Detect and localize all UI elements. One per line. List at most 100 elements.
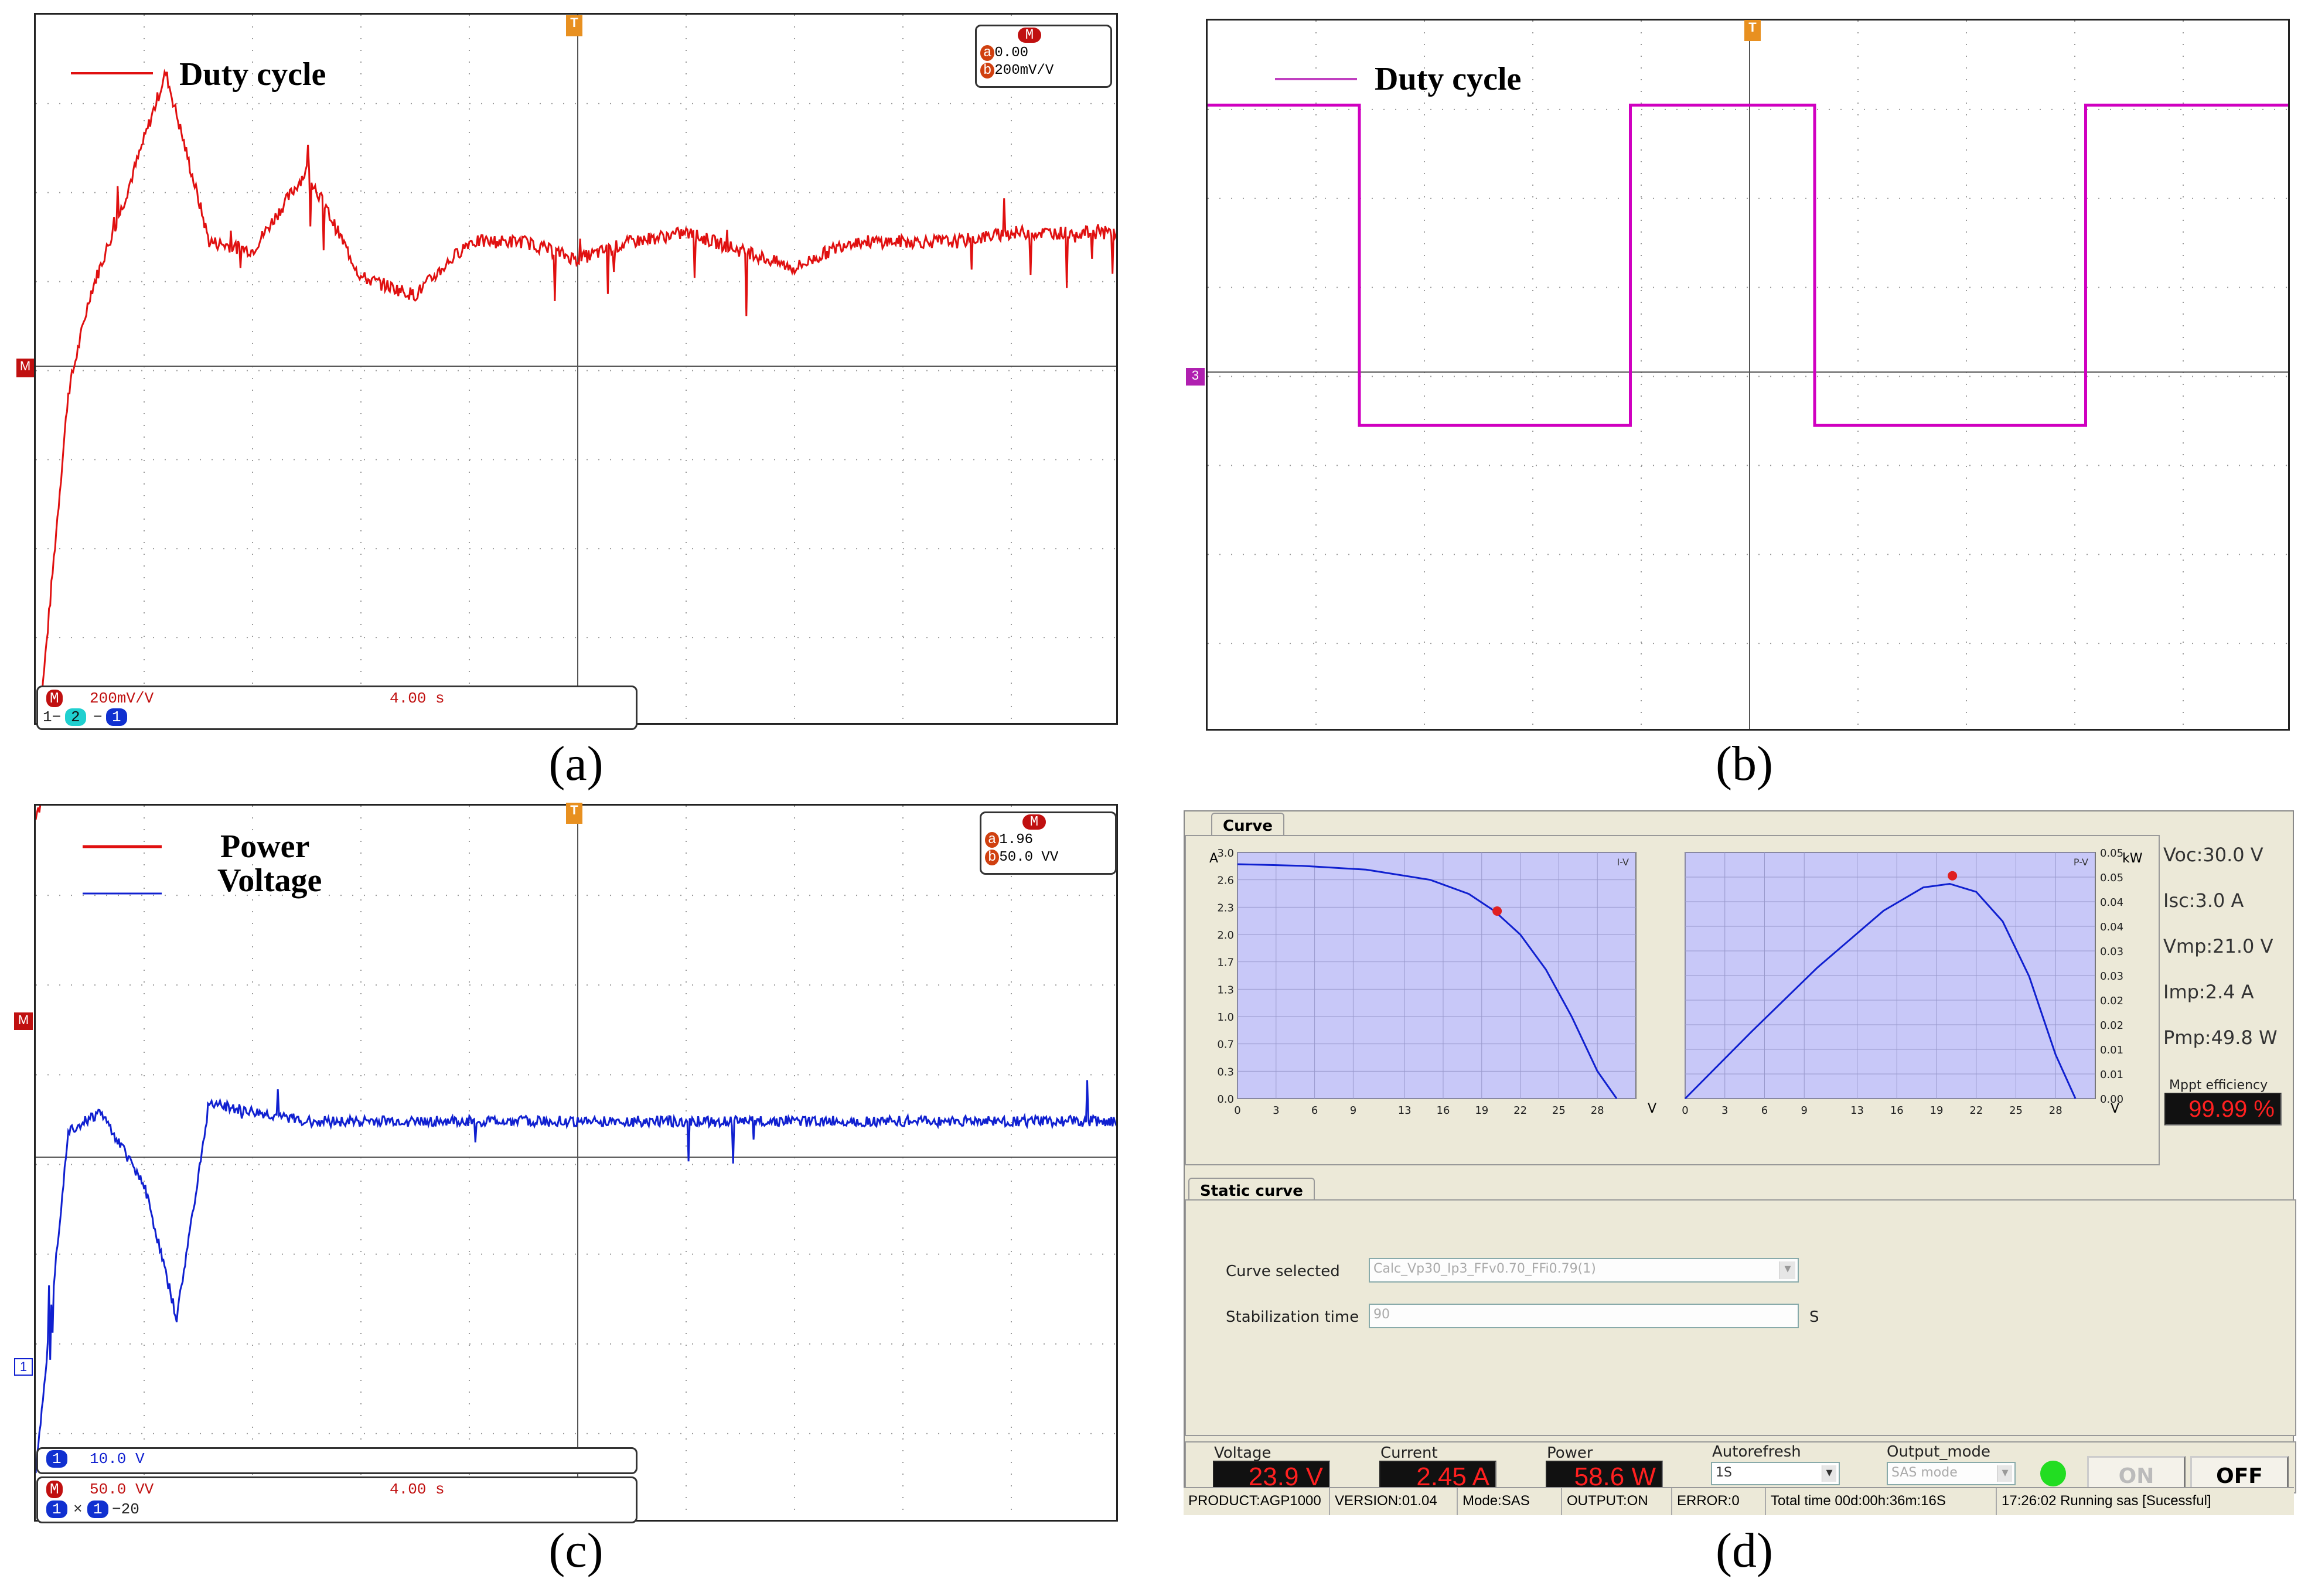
mpp-point — [1492, 906, 1502, 916]
iv-chart: 3.0 2.6 2.3 2.0 1.7 1.3 1.0 0.7 0.3 0.00 3 6 9 13 16 19… — [1217, 847, 1637, 1117]
scope-b: Duty cycle — [1206, 19, 2290, 731]
scope-c-footer1-ch: 1 — [46, 1450, 67, 1468]
stabilization-time-input[interactable]: 90 — [1369, 1304, 1799, 1328]
curve-line — [1684, 882, 2077, 1100]
scope-c-footer-math: M 50.0 VV 4.00 s 1 × 1 −20 — [36, 1476, 637, 1523]
y-tick-label: 0.0 — [1217, 1093, 1234, 1106]
y-tick-label: 0.05 — [2100, 847, 2123, 860]
scope-a: Duty cycle — [34, 13, 1118, 725]
stabilization-time-unit: S — [1809, 1308, 1819, 1326]
caption-a: (a) — [548, 736, 604, 791]
scope-c-left-marker-1: 1 — [14, 1358, 33, 1376]
curve-selected-value: Calc_Vp30_Ip3_FFv0.70_FFi0.79(1) — [1373, 1261, 1596, 1276]
chevron-down-icon: ▾ — [1779, 1261, 1795, 1279]
pv-chart: 0.05 0.05 0.04 0.04 0.03 0.03 0.02 0.02 0.01 0.01… — [1682, 847, 2123, 1117]
y-tick-label: 0.01 — [2100, 1069, 2123, 1081]
spec-vmp: Vmp:21.0 V — [2163, 935, 2273, 957]
scope-a-footer-ch1: 1 — [106, 708, 127, 726]
mpp-point — [1948, 871, 1958, 881]
scope-b-grid — [1208, 21, 2288, 729]
plot-label: I-V — [1617, 857, 1629, 868]
scope-c-meas-b-value: 50.0 VV — [999, 850, 1059, 865]
scope-a-meas-m: M — [1018, 28, 1041, 43]
output-status-led-icon — [2040, 1461, 2066, 1486]
scope-a-plot: Duty cycle — [36, 15, 1116, 723]
y-tick-label: 0.01 — [2100, 1044, 2123, 1056]
autorefresh-dropdown[interactable]: 1S ▾ — [1711, 1462, 1840, 1485]
scope-a-trace — [39, 69, 1116, 723]
scope-a-meas-a-label: a — [980, 45, 995, 61]
scope-a-footer-ch2: 2 — [65, 708, 86, 726]
x-tick-label: 3 — [1273, 1104, 1279, 1117]
status-version: VERSION:01.04 — [1330, 1488, 1458, 1515]
scope-a-legend-label: Duty cycle — [179, 56, 326, 93]
scope-a-footer-dash: − — [93, 708, 103, 726]
output-mode-dropdown[interactable]: SAS mode ▾ — [1887, 1462, 2016, 1485]
tab-curve[interactable]: Curve — [1211, 813, 1284, 838]
x-tick-label: 0 — [1234, 1104, 1240, 1117]
scope-a-left-marker: M — [16, 359, 34, 377]
y-tick-label: 1.3 — [1217, 984, 1234, 996]
scope-c-footer2-time: 4.00 s — [390, 1481, 445, 1498]
scope-c-legend-power: Power — [220, 828, 309, 865]
spec-imp: Imp:2.4 A — [2163, 981, 2254, 1003]
output-mode-label: Output_mode — [1887, 1443, 1991, 1461]
curve-selected-dropdown[interactable]: Calc_Vp30_Ip3_FFv0.70_FFi0.79(1) ▾ — [1369, 1258, 1799, 1283]
x-tick-label: 16 — [1437, 1104, 1450, 1117]
scope-a-grid — [36, 15, 1116, 723]
y-tick-label: 0.00 — [2100, 1093, 2123, 1106]
scope-a-meas-box: M a 0.00 b 200mV/V — [975, 25, 1112, 88]
x-tick-label: 3 — [1721, 1104, 1728, 1117]
tab-static-curve[interactable]: Static curve — [1188, 1178, 1315, 1203]
status-mode: Mode:SAS — [1458, 1488, 1562, 1515]
y-tick-label: 0.3 — [1217, 1066, 1234, 1078]
y-tick-label: 2.3 — [1217, 902, 1234, 914]
caption-c: (c) — [548, 1523, 604, 1578]
scope-c-footer-ch1: 1 10.0 V — [36, 1447, 637, 1474]
chevron-down-icon: ▾ — [1822, 1465, 1836, 1482]
x-tick-label: 28 — [1591, 1104, 1604, 1117]
scope-b-trigger-marker: T — [1744, 20, 1761, 41]
x-tick-label: 6 — [1761, 1104, 1768, 1117]
scope-c-footer2-times: × — [73, 1500, 83, 1518]
spec-isc: Isc:3.0 A — [2163, 889, 2244, 912]
scope-b-legend-label: Duty cycle — [1375, 61, 1521, 97]
x-tick-label: 9 — [1350, 1104, 1356, 1117]
scope-c-footer2-offset: −20 — [112, 1500, 139, 1518]
scope-c-left-marker-m: M — [14, 1012, 33, 1030]
caption-d: (d) — [1716, 1523, 1773, 1578]
scope-a-meas-a-value: 0.00 — [994, 45, 1029, 61]
x-tick-label: 25 — [1552, 1104, 1566, 1117]
y-tick-label: 0.7 — [1217, 1039, 1234, 1051]
x-tick-label: 28 — [2049, 1104, 2062, 1117]
scope-a-meas-b-label: b — [980, 63, 995, 79]
x-tick-label: 19 — [1475, 1104, 1488, 1117]
scope-c-meas-a-value: 1.96 — [999, 832, 1034, 848]
iv-unit-x: V — [1648, 1101, 1657, 1116]
y-tick-label: 3.0 — [1217, 847, 1234, 860]
y-tick-label: 0.02 — [2100, 995, 2123, 1007]
scope-c-meas-m: M — [1022, 814, 1046, 830]
spec-voc: Voc:30.0 V — [2163, 844, 2263, 866]
autorefresh-label: Autorefresh — [1712, 1443, 1801, 1461]
status-error: ERROR:0 — [1672, 1488, 1766, 1515]
stabilization-time-label: Stabilization time — [1226, 1308, 1359, 1326]
scope-c-footer1-scale: 10.0 V — [90, 1450, 145, 1468]
status-total-time: Total time 00d:00h:36m:16S — [1766, 1488, 1997, 1515]
scope-a-meas-b-value: 200mV/V — [994, 63, 1054, 79]
scope-b-left-marker: 3 — [1186, 368, 1205, 386]
y-tick-label: 0.05 — [2100, 872, 2123, 884]
scope-c-footer2-formula-a: 1 — [46, 1500, 67, 1518]
scope-c-trigger-marker: T — [566, 803, 582, 824]
autorefresh-value: 1S — [1716, 1465, 1732, 1480]
x-tick-label: 0 — [1682, 1104, 1688, 1117]
x-tick-label: 9 — [1801, 1104, 1807, 1117]
scope-a-footer-time: 4.00 s — [390, 690, 445, 707]
output-mode-value: SAS mode — [1891, 1465, 1958, 1480]
y-tick-label: 0.03 — [2100, 970, 2123, 983]
status-output: OUTPUT:ON — [1562, 1488, 1672, 1515]
scope-a-footer-scale: 200mV/V — [90, 690, 154, 707]
status-log: 17:26:02 Running sas [Sucessful] — [2002, 1493, 2211, 1509]
iv-unit-y: A — [1209, 851, 1219, 866]
scope-c-plot: Power Voltage — [36, 806, 1116, 1520]
